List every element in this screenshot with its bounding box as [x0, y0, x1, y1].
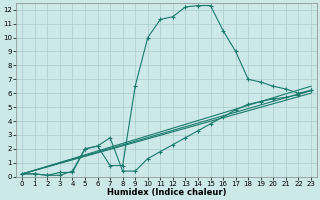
- X-axis label: Humidex (Indice chaleur): Humidex (Indice chaleur): [107, 188, 226, 197]
